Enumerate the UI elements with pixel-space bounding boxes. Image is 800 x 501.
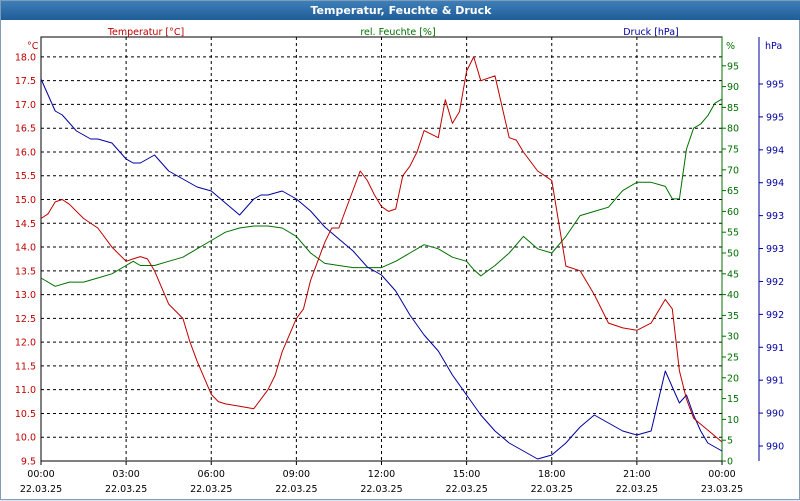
temperature-tick-label: 15.0: [15, 195, 36, 206]
humidity-tick-label: 80: [727, 124, 739, 135]
x-tick-date-label: 22.03.25: [616, 484, 658, 495]
pressure-tick-label: 991: [766, 343, 784, 354]
pressure-tick-label: 995: [766, 112, 784, 123]
x-tick-date-label: 23.03.25: [701, 484, 743, 495]
humidity-tick-label: 60: [727, 207, 739, 218]
humidity-tick-label: 55: [727, 228, 739, 239]
x-tick-date-label: 22.03.25: [20, 484, 62, 495]
humidity-line: [40, 98, 723, 287]
humidity-series-label: rel. Feuchte [%]: [360, 27, 435, 38]
pressure-tick-label: 990: [766, 442, 784, 453]
x-tick-time-label: 12:00: [368, 469, 395, 480]
pressure-tick-label: 993: [766, 244, 784, 255]
humidity-tick-label: 45: [727, 269, 739, 280]
humidity-tick-label: 5: [727, 436, 733, 447]
humidity-tick-label: 0: [727, 457, 733, 468]
pressure-tick-label: 992: [766, 277, 784, 288]
humidity-tick-label: 30: [727, 332, 739, 343]
temperature-tick-label: 16.0: [15, 147, 36, 158]
temperature-tick-label: 10.5: [15, 409, 36, 420]
temperature-tick-label: 12.0: [15, 338, 36, 349]
temperature-tick-label: 15.5: [15, 171, 36, 182]
humidity-tick-label: 70: [727, 165, 739, 176]
humidity-tick-label: 40: [727, 290, 739, 301]
x-tick-date-label: 22.03.25: [531, 484, 573, 495]
pressure-tick-label: 993: [766, 211, 784, 222]
x-tick-time-label: 21:00: [623, 469, 650, 480]
temperature-tick-label: 10.0: [15, 433, 36, 444]
pressure-tick-label: 994: [766, 178, 784, 189]
humidity-tick-label: 85: [727, 103, 739, 114]
humidity-tick-label: 35: [727, 311, 739, 322]
x-tick-time-label: 09:00: [283, 469, 310, 480]
x-tick-time-label: 00:00: [708, 469, 735, 480]
window-title: Temperatur, Feuchte & Druck: [1, 1, 800, 20]
temperature-unit-label: °C: [27, 41, 39, 52]
x-tick-time-label: 06:00: [198, 469, 225, 480]
humidity-tick-label: 65: [727, 186, 739, 197]
temperature-tick-label: 11.0: [15, 385, 36, 396]
pressure-unit-label: hPa: [765, 41, 782, 52]
temperature-tick-label: 9.5: [21, 457, 36, 468]
x-tick-date-label: 22.03.25: [360, 484, 402, 495]
x-tick-date-label: 22.03.25: [445, 484, 487, 495]
humidity-tick-label: 95: [727, 61, 739, 72]
x-tick-time-label: 18:00: [538, 469, 565, 480]
pressure-tick-label: 994: [766, 145, 784, 156]
pressure-tick-label: 992: [766, 310, 784, 321]
pressure-tick-label: 990: [766, 409, 784, 420]
x-tick-date-label: 22.03.25: [190, 484, 232, 495]
temperature-tick-label: 17.5: [15, 76, 36, 87]
pressure-series-label: Druck [hPa]: [623, 27, 679, 38]
humidity-tick-label: 25: [727, 353, 739, 364]
temperature-tick-label: 12.5: [15, 314, 36, 325]
temperature-tick-label: 13.5: [15, 266, 36, 277]
temperature-series-label: Temperatur [°C]: [107, 27, 184, 38]
temperature-tick-label: 11.5: [15, 361, 36, 372]
temperature-tick-label: 14.0: [15, 243, 36, 254]
temperature-tick-label: 13.0: [15, 290, 36, 301]
x-tick-date-label: 22.03.25: [105, 484, 147, 495]
temperature-tick-label: 16.5: [15, 124, 36, 135]
pressure-tick-label: 991: [766, 376, 784, 387]
x-tick-time-label: 00:00: [27, 469, 54, 480]
humidity-tick-label: 15: [727, 394, 739, 405]
humidity-tick-label: 10: [727, 415, 739, 426]
humidity-tick-label: 90: [727, 82, 739, 93]
x-tick-time-label: 03:00: [112, 469, 139, 480]
x-tick-time-label: 15:00: [453, 469, 480, 480]
humidity-tick-label: 50: [727, 249, 739, 260]
pressure-tick-label: 995: [766, 80, 784, 91]
pressure-line: [40, 78, 723, 460]
humidity-tick-label: 20: [727, 373, 739, 384]
temperature-tick-label: 14.5: [15, 219, 36, 230]
humidity-unit-label: %: [726, 41, 735, 52]
x-tick-date-label: 22.03.25: [275, 484, 317, 495]
temperature-line: [40, 56, 723, 443]
temperature-tick-label: 18.0: [15, 52, 36, 63]
temperature-tick-label: 17.0: [15, 100, 36, 111]
humidity-tick-label: 75: [727, 145, 739, 156]
